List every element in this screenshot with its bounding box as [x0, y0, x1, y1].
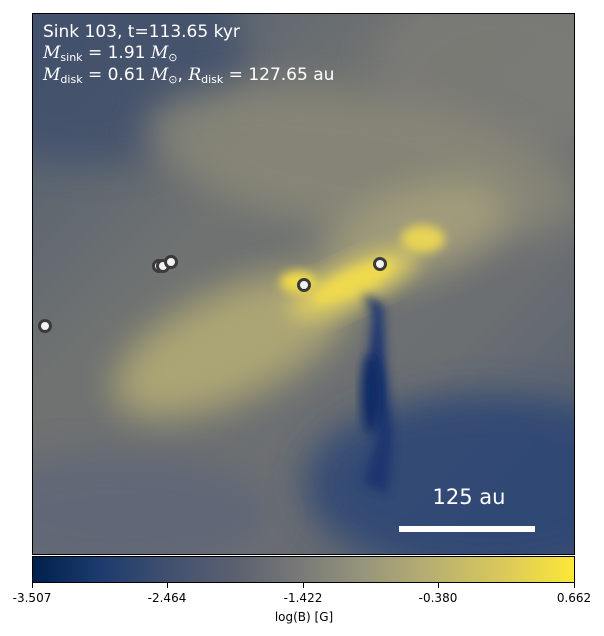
scale-bar [399, 526, 535, 532]
colorbar-tick [303, 583, 304, 588]
disk-properties: Mdisk = 0.61 M⊙, Rdisk = 127.65 au [43, 65, 335, 86]
colorbar-tick-label: -2.464 [147, 591, 187, 605]
colorbar-tick-label: -1.422 [283, 591, 323, 605]
colorbar-tick [167, 583, 168, 588]
sink-particle [373, 257, 387, 271]
field-image [33, 14, 574, 554]
colorbar-label: log(B) [G] [274, 610, 334, 624]
colorbar-tick-label: -0.380 [418, 591, 458, 605]
sink-particle [38, 319, 52, 333]
colorbar-tick [438, 583, 439, 588]
colorbar [32, 556, 575, 583]
magnetic-field-map: Sink 103, t=113.65 kyr Msink = 1.91 M⊙ M… [32, 13, 575, 555]
colorbar-tick-label: -3.507 [12, 591, 52, 605]
sink-particle [164, 255, 178, 269]
colorbar-tick [32, 583, 33, 588]
sink-title: Sink 103, t=113.65 kyr [43, 22, 240, 42]
sink-mass: Msink = 1.91 M⊙ [43, 43, 178, 64]
sink-particle [297, 278, 311, 292]
colorbar-tick [574, 583, 575, 588]
colorbar-tick-label: 0.662 [556, 591, 592, 605]
scale-bar-label: 125 au [432, 485, 506, 509]
